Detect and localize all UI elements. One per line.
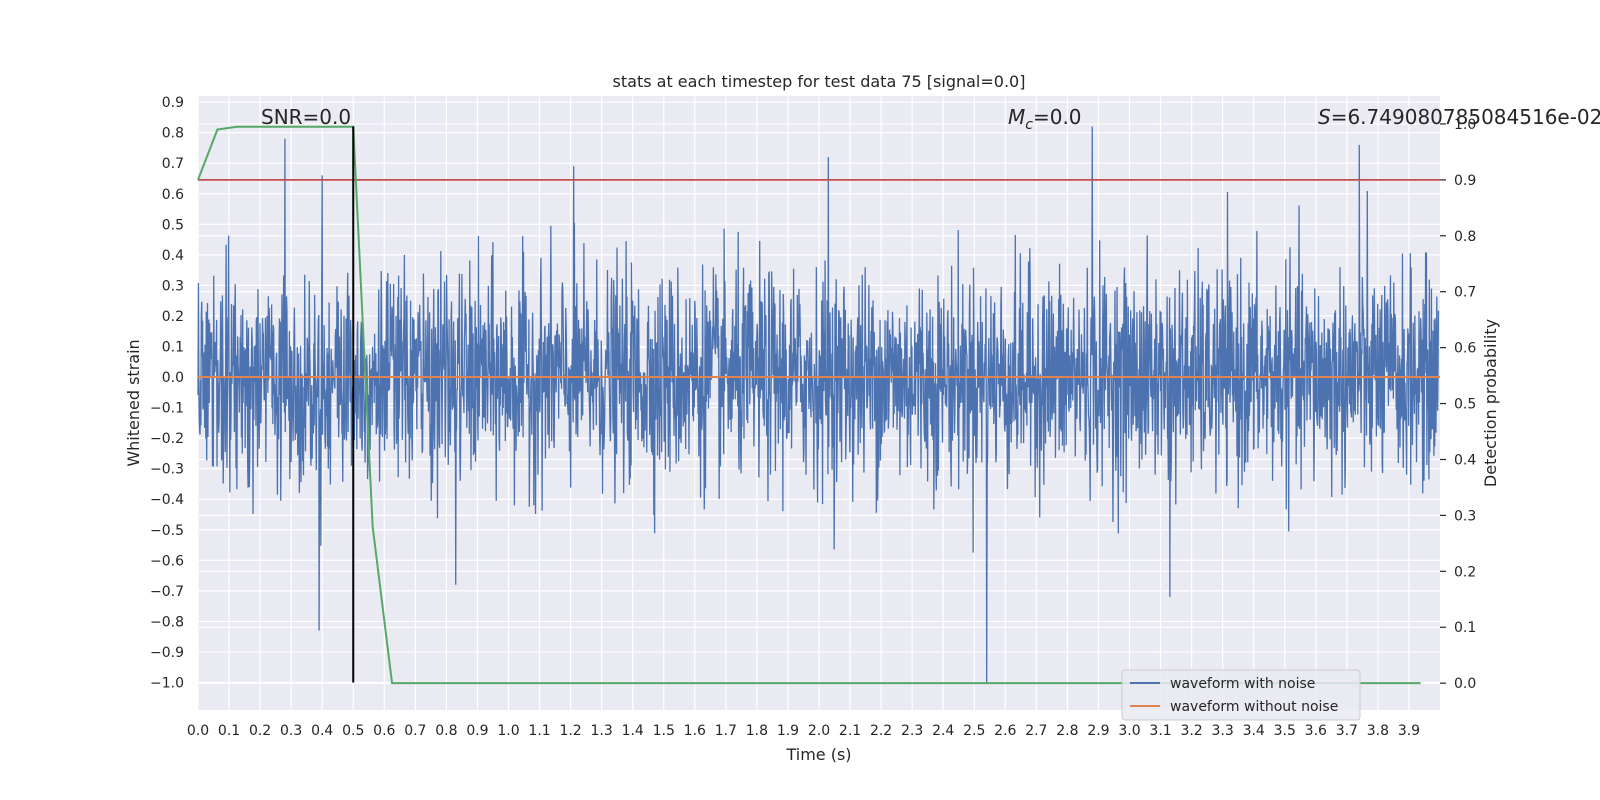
snr-annotation: SNR=0.0 — [261, 105, 351, 129]
x-tick-label: 2.2 — [870, 723, 892, 739]
x-tick-label: 2.7 — [1025, 723, 1047, 739]
y-tick-label: 0.8 — [162, 126, 184, 142]
y-tick-label: 0.3 — [162, 278, 184, 294]
x-tick-label: 3.9 — [1398, 723, 1420, 739]
x-tick-label: 1.4 — [622, 723, 644, 739]
y-tick-label: −0.2 — [150, 431, 184, 447]
y-tick-label: −0.7 — [150, 584, 184, 600]
x-tick-label: 3.1 — [1149, 723, 1171, 739]
x-tick-label: 3.3 — [1212, 723, 1234, 739]
x-tick-label: 3.8 — [1367, 723, 1389, 739]
x-tick-label: 0.3 — [280, 723, 302, 739]
y2-tick-label: 0.3 — [1454, 508, 1476, 524]
x-tick-label: 0.5 — [342, 723, 364, 739]
y-axis-ticks: 0.9 0.8 0.7 0.6 0.5 0.4 0.3 0.2 0.1 0.0 −0.1 −0.2 −0… — [150, 95, 184, 691]
y-tick-label: 0.4 — [162, 248, 184, 264]
x-tick-label: 2.9 — [1087, 723, 1109, 739]
legend-label-noise: waveform with noise — [1170, 676, 1315, 692]
overlays — [197, 125, 1440, 685]
x-tick-label: 3.7 — [1336, 723, 1358, 739]
y2-tick-label: 0.8 — [1454, 229, 1476, 245]
y-tick-label: 0.2 — [162, 309, 184, 325]
x-tick-label: 3.6 — [1305, 723, 1327, 739]
x-tick-label: 1.2 — [559, 723, 581, 739]
x-tick-label: 1.9 — [777, 723, 799, 739]
x-tick-label: 1.7 — [715, 723, 737, 739]
x-axis-label: Time (s) — [785, 745, 851, 764]
x-tick-label: 0.6 — [373, 723, 395, 739]
legend-label-clean: waveform without noise — [1170, 699, 1338, 715]
y-tick-label: −0.9 — [150, 645, 184, 661]
x-tick-label: 1.6 — [684, 723, 706, 739]
annotations: SNR=0.0 Mc=0.0 S=6.749080785084516e-02 — [261, 105, 1600, 133]
y-tick-label: 0.1 — [162, 339, 184, 355]
x-tick-label: 1.3 — [591, 723, 613, 739]
stat-value: =6.749080785084516e-02 — [1331, 105, 1600, 129]
x-tick-label: 3.2 — [1180, 723, 1202, 739]
y-tick-label: 0.7 — [162, 156, 184, 172]
y-tick-label: −0.8 — [150, 614, 184, 630]
x-tick-label: 0.1 — [218, 723, 240, 739]
x-tick-label: 3.0 — [1118, 723, 1140, 739]
y-tick-label: 0.6 — [162, 187, 184, 203]
y-tick-label: −0.3 — [150, 462, 184, 478]
x-tick-label: 0.9 — [466, 723, 488, 739]
x-tick-label: 0.2 — [249, 723, 271, 739]
x-tick-label: 0.7 — [404, 723, 426, 739]
y-tick-label: 0.9 — [162, 95, 184, 111]
y-tick-label: −0.1 — [150, 401, 184, 417]
waveform-with-noise-series — [197, 126, 1440, 683]
y2-axis-ticks: 1.0 0.9 0.8 0.7 0.6 0.5 0.4 0.3 0.2 0.1 0.0 — [1440, 117, 1476, 692]
chirp-mass-value: =0.0 — [1033, 105, 1082, 129]
x-tick-label: 1.5 — [653, 723, 675, 739]
y2-tick-label: 1.0 — [1454, 117, 1476, 133]
y-tick-label: −0.5 — [150, 523, 184, 539]
x-tick-label: 0.0 — [187, 723, 209, 739]
x-tick-label: 1.8 — [746, 723, 768, 739]
x-tick-label: 2.6 — [994, 723, 1016, 739]
detection-probability-line — [197, 125, 1421, 685]
x-tick-label: 2.0 — [808, 723, 830, 739]
x-axis-ticks: 0.0 0.1 0.2 0.3 0.4 0.5 0.6 0.7 0.8 0.9 1.0 1.1 1.2 1… — [187, 723, 1420, 739]
y2-tick-label: 0.6 — [1454, 341, 1476, 357]
snr-stat-annotation: S=6.749080785084516e-02 — [1318, 105, 1600, 129]
x-tick-label: 2.4 — [932, 723, 954, 739]
x-tick-label: 2.8 — [1056, 723, 1078, 739]
chirp-mass-subscript: c — [1025, 117, 1033, 133]
legend-box — [1121, 669, 1361, 721]
y2-axis-label: Detection probability — [1481, 319, 1500, 487]
x-tick-label: 1.1 — [528, 723, 550, 739]
chart-title: stats at each timestep for test data 75 … — [613, 72, 1026, 91]
y2-tick-label: 0.4 — [1454, 452, 1476, 468]
y2-tick-label: 0.1 — [1454, 620, 1476, 636]
x-tick-label: 0.8 — [435, 723, 457, 739]
y-tick-label: 0.0 — [162, 370, 184, 386]
y-tick-label: −0.6 — [150, 553, 184, 569]
waveform-with-noise-line — [197, 126, 1440, 683]
y2-tick-label: 0.5 — [1454, 397, 1476, 413]
chirp-mass-annotation: Mc=0.0 — [1008, 105, 1082, 133]
x-tick-label: 3.5 — [1274, 723, 1296, 739]
y-tick-label: 0.5 — [162, 217, 184, 233]
x-tick-label: 1.0 — [497, 723, 519, 739]
chirp-mass-symbol: M — [1008, 105, 1025, 129]
y2-tick-label: 0.0 — [1454, 676, 1476, 692]
y2-tick-label: 0.7 — [1454, 285, 1476, 301]
legend: waveform with noise waveform without nois… — [1121, 669, 1361, 721]
y2-tick-label: 0.9 — [1454, 173, 1476, 189]
x-tick-label: 3.4 — [1243, 723, 1265, 739]
y-axis-label: Whitened strain — [124, 339, 143, 466]
y2-tick-label: 0.2 — [1454, 564, 1476, 580]
x-tick-label: 0.4 — [311, 723, 333, 739]
x-tick-label: 2.5 — [963, 723, 985, 739]
stat-symbol: S — [1318, 105, 1331, 129]
y-tick-label: −1.0 — [150, 676, 184, 692]
x-tick-label: 2.1 — [839, 723, 861, 739]
x-tick-label: 2.3 — [901, 723, 923, 739]
y-tick-label: −0.4 — [150, 492, 184, 508]
